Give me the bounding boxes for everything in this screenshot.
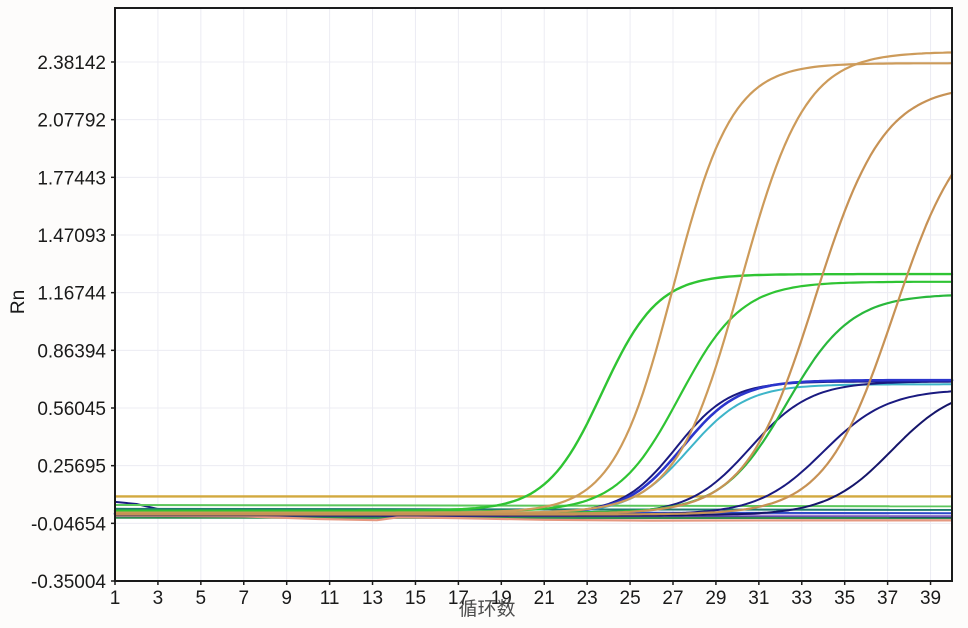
baseline-trace-flat-salmon (114, 514, 952, 522)
x-tick-label: 15 (405, 588, 426, 609)
x-tick-label: 33 (791, 588, 812, 609)
x-tick-label: 13 (362, 588, 383, 609)
y-tick-label: 2.38142 (37, 53, 106, 74)
x-tick-label: 27 (662, 588, 683, 609)
x-tick-label: 1 (110, 588, 121, 609)
x-tick-label: 17 (448, 588, 469, 609)
x-tick-label: 31 (748, 588, 769, 609)
x-axis-label: 循环数 (458, 598, 515, 620)
y-tick-label: -0.35004 (31, 572, 106, 593)
y-tick-label: 1.47093 (37, 226, 106, 247)
y-tick-label: 1.16744 (37, 284, 106, 305)
y-tick-label: 0.25695 (37, 457, 106, 478)
x-tick-label: 29 (705, 588, 726, 609)
baseline-trace-flat-lightgreen (114, 504, 953, 508)
x-tick-label: 7 (238, 588, 249, 609)
x-tick-label: 3 (153, 588, 164, 609)
x-tick-label: 5 (196, 588, 207, 609)
x-tick-label: 25 (620, 588, 641, 609)
x-tick-label: 11 (320, 588, 340, 609)
y-tick-label: -0.04654 (31, 514, 106, 535)
x-tick-label: 23 (577, 588, 598, 609)
x-tick-label: 39 (920, 588, 941, 609)
x-tick-label: 21 (534, 588, 555, 609)
y-tick-label: 0.56045 (37, 399, 106, 420)
plot-area (115, 8, 952, 581)
x-tick-label: 9 (281, 588, 292, 609)
y-tick-label: 2.07792 (37, 111, 106, 132)
x-tick-label: 37 (877, 588, 898, 609)
y-tick-label: 0.86394 (37, 341, 106, 362)
x-tick-label: 19 (491, 588, 512, 609)
y-tick-label: 1.77443 (37, 168, 106, 189)
x-tick-label: 35 (834, 588, 855, 609)
amplification-curve-orange-4 (113, 173, 954, 516)
y-axis-label: Rn (8, 290, 29, 314)
plot-border (114, 7, 953, 582)
